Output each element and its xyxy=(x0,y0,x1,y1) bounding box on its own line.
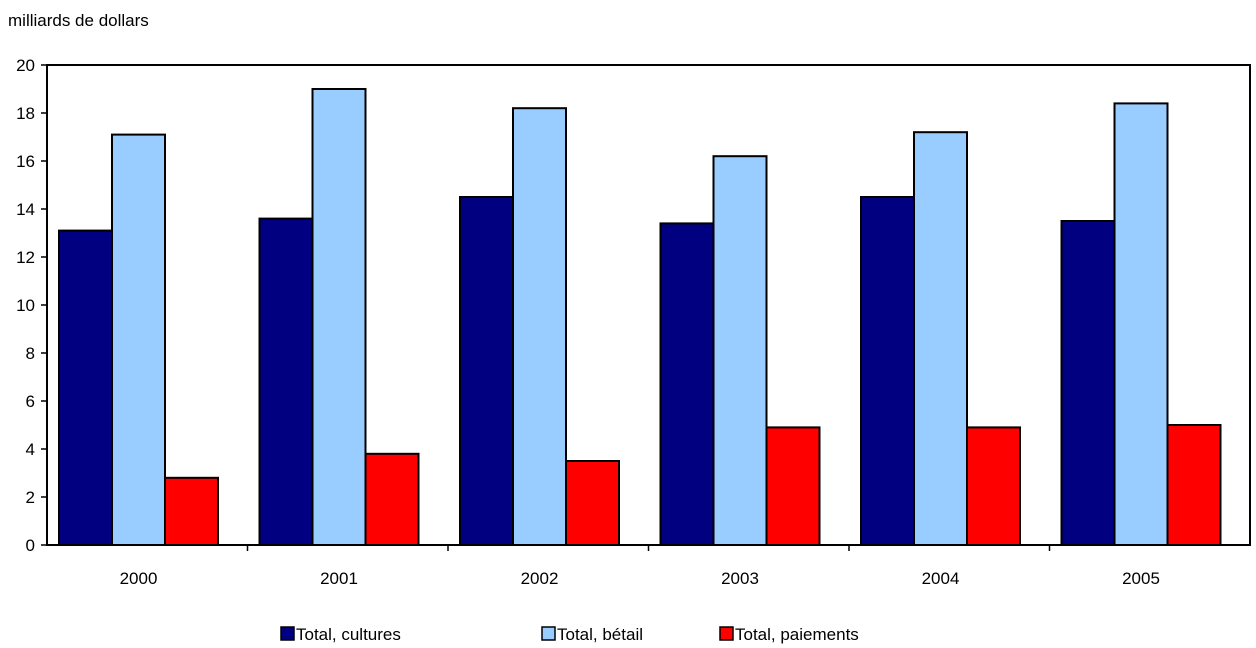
y-tick-label: 14 xyxy=(16,200,35,219)
bar xyxy=(164,476,219,546)
y-axis: 0 2 4 6 8 10 12 14 16 18 20 xyxy=(16,56,47,555)
bar xyxy=(364,452,420,546)
legend-swatch xyxy=(280,626,295,641)
bar xyxy=(311,88,367,546)
x-tick-label: 2001 xyxy=(320,569,358,588)
x-tick-label: 2004 xyxy=(922,569,960,588)
x-tick-label: 2000 xyxy=(120,569,158,588)
y-tick-label: 0 xyxy=(26,536,35,555)
bar xyxy=(913,131,968,546)
bar xyxy=(258,217,314,546)
y-tick-label: 20 xyxy=(16,56,35,75)
legend-swatch xyxy=(719,626,734,641)
legend-label: Total, cultures xyxy=(296,625,401,644)
y-tick-label: 2 xyxy=(26,488,35,507)
y-axis-label: milliards de dollars xyxy=(8,11,149,30)
bar xyxy=(459,196,514,546)
x-tick-label: 2003 xyxy=(721,569,759,588)
x-tick-label: 2005 xyxy=(1122,569,1160,588)
y-tick-label: 8 xyxy=(26,344,35,363)
bar xyxy=(659,222,715,546)
bar xyxy=(58,229,113,546)
plot-area xyxy=(46,64,1251,547)
legend: Total, cultures Total, bétail Total, paiem… xyxy=(280,625,859,644)
legend-label: Total, paiements xyxy=(735,625,859,644)
y-tick-label: 16 xyxy=(16,152,35,171)
x-axis: 2000 2001 2002 2003 2004 2005 xyxy=(120,545,1160,588)
bar xyxy=(1060,220,1116,546)
legend-swatch xyxy=(541,626,556,641)
y-tick-label: 18 xyxy=(16,104,35,123)
y-tick-label: 10 xyxy=(16,296,35,315)
bar xyxy=(765,426,821,546)
bar xyxy=(712,155,768,546)
bar xyxy=(966,426,1021,546)
bar xyxy=(1166,424,1222,546)
x-tick-label: 2002 xyxy=(521,569,559,588)
bar xyxy=(1113,102,1169,547)
bar xyxy=(512,107,567,546)
bar xyxy=(565,460,620,546)
bar xyxy=(860,196,915,546)
legend-label: Total, bétail xyxy=(557,625,643,644)
y-tick-label: 6 xyxy=(26,392,35,411)
bar xyxy=(111,133,166,546)
y-tick-label: 12 xyxy=(16,248,35,267)
y-tick-label: 4 xyxy=(26,440,35,459)
